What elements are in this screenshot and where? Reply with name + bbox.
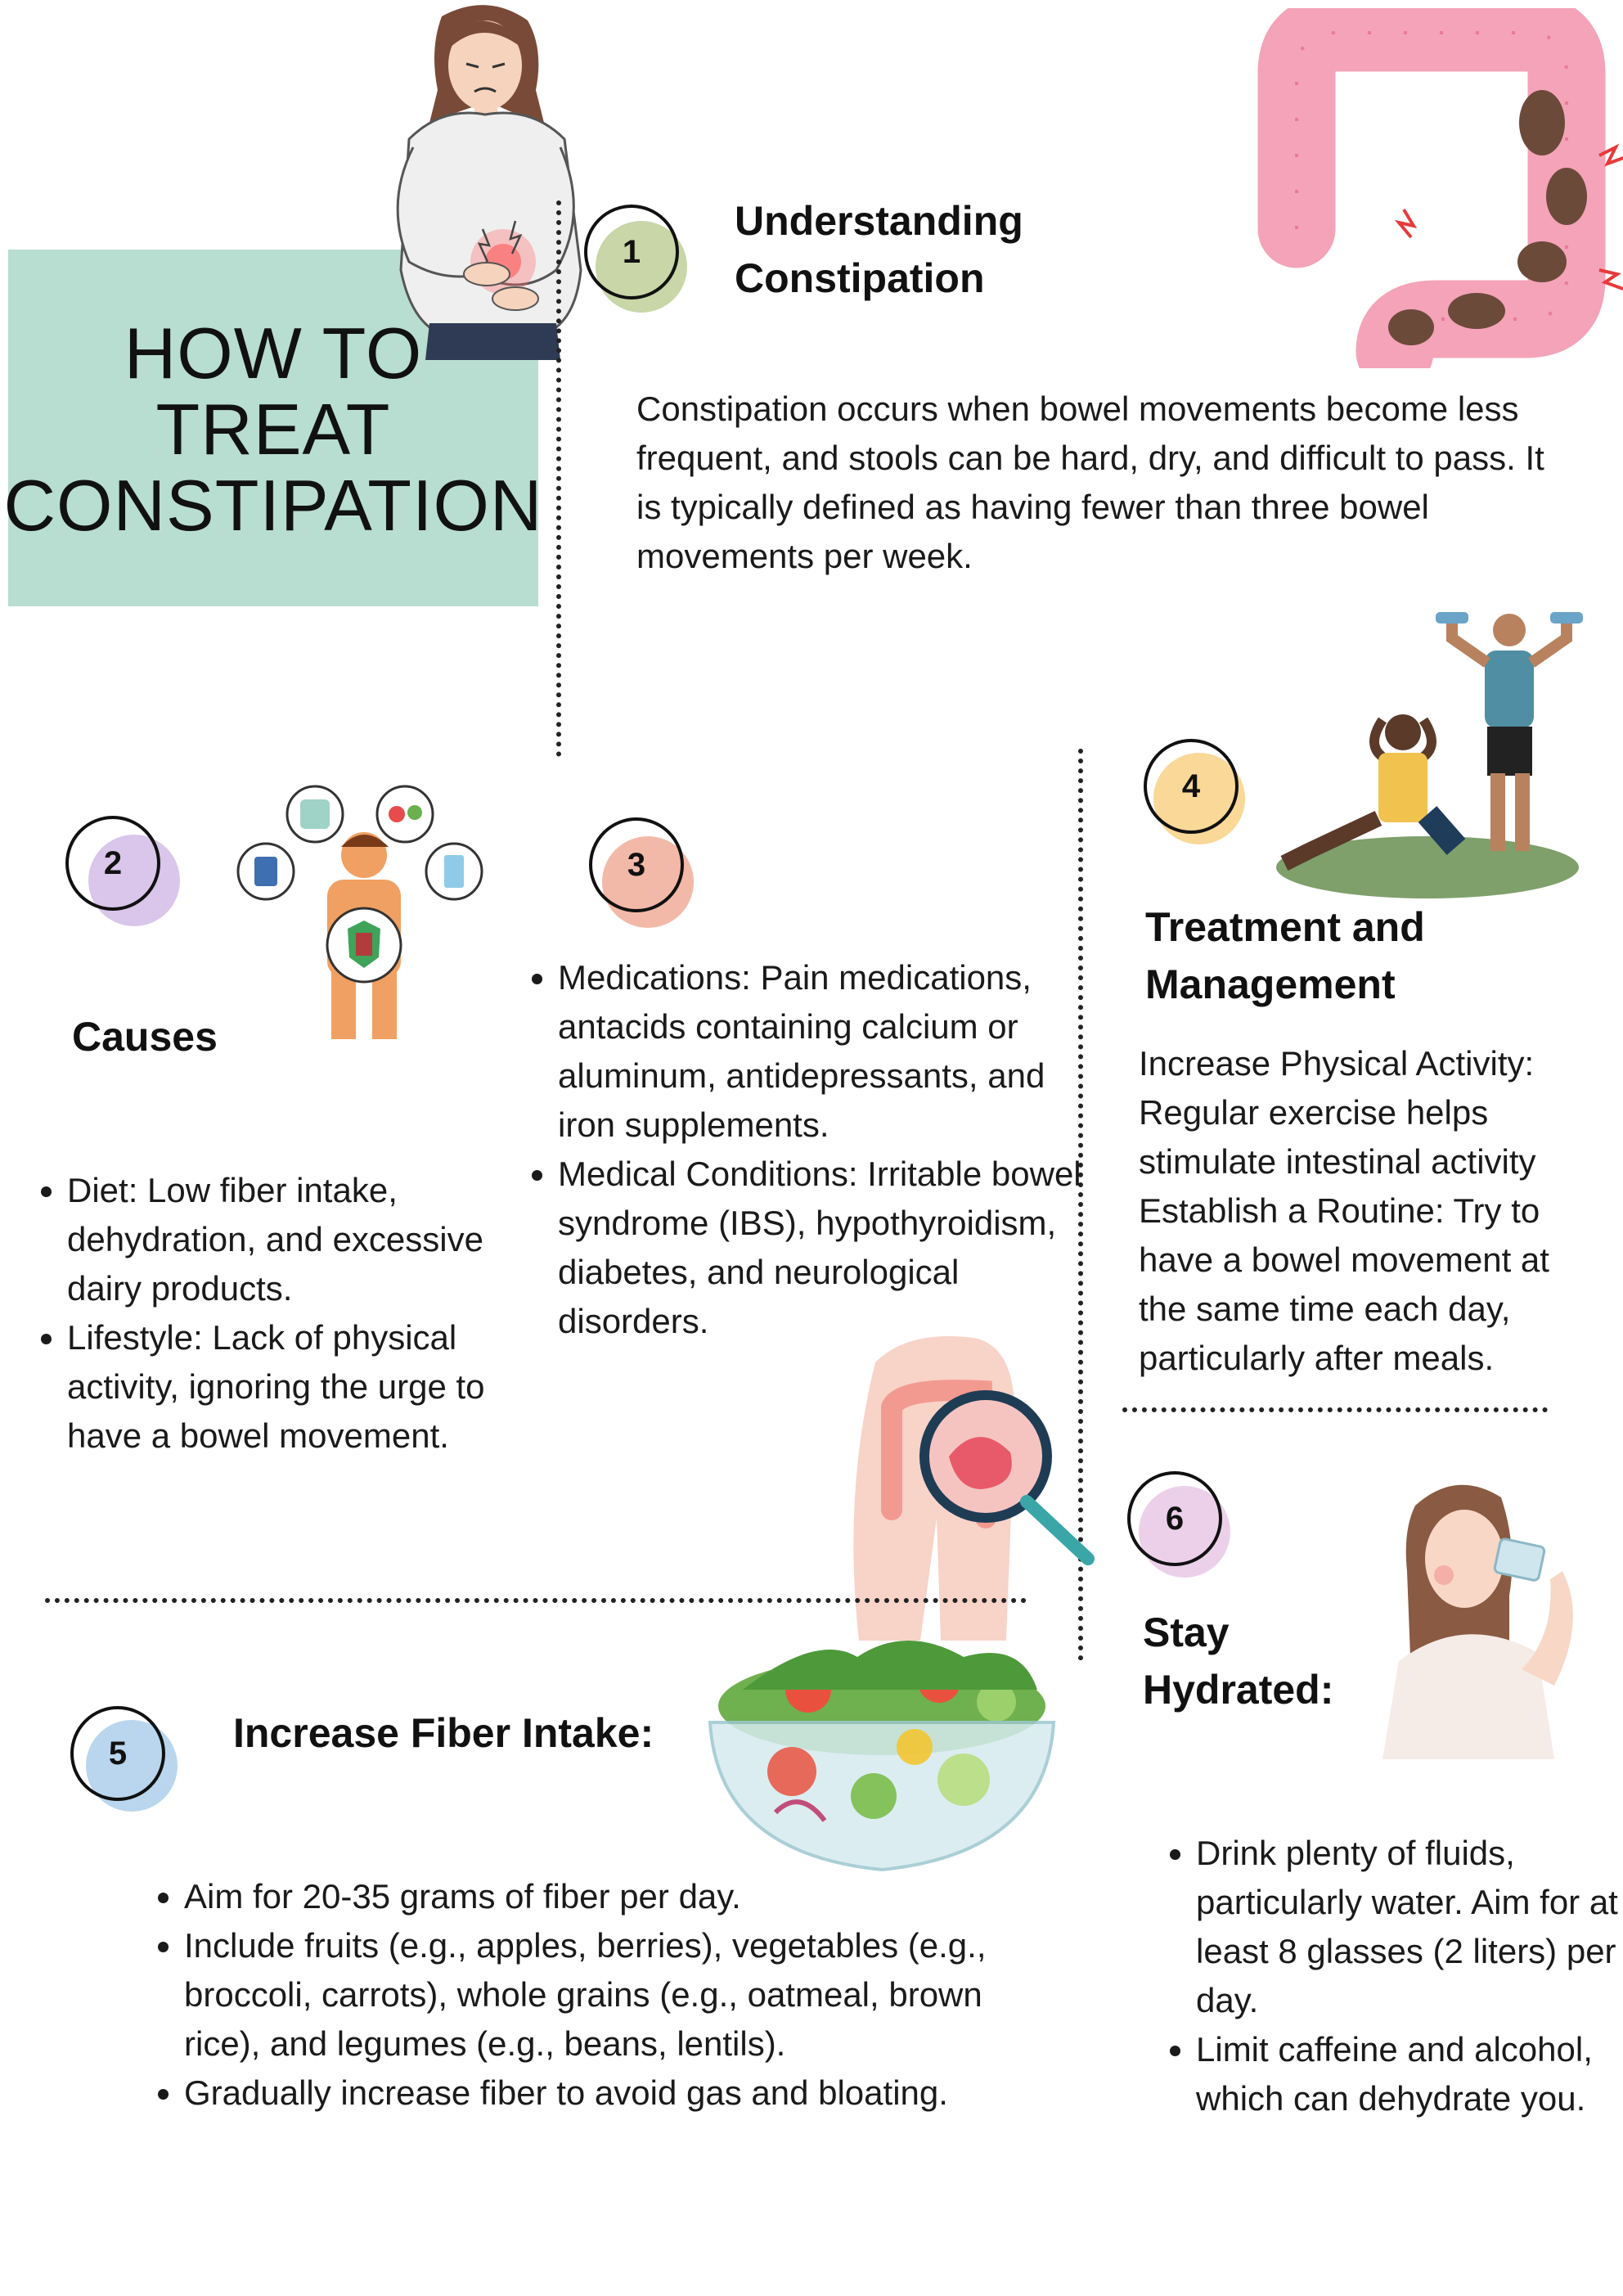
section-5-heading: Increase Fiber Intake: [233, 1710, 654, 1756]
title-line-2: TREAT [155, 389, 391, 470]
section-5-list: Aim for 20-35 grams of fiber per day. In… [151, 1872, 1027, 2118]
page-title: HOW TO TREAT CONSTIPATION [0, 315, 546, 543]
woman-stomach-pain-illustration [396, 5, 582, 360]
section-1-body: Constipation occurs when bowel movements… [636, 389, 1544, 575]
number-circle-4: 4 [1144, 739, 1239, 834]
people-exercising-illustration [1276, 612, 1583, 898]
section-2-heading: Causes [72, 1014, 218, 1060]
number-circle-5: 5 [70, 1706, 165, 1801]
number-circle-6: 6 [1127, 1471, 1222, 1566]
divider-vertical-top [556, 200, 561, 757]
section-6-heading: Stay Hydrated: [1143, 1609, 1334, 1713]
section-1-heading: Understanding Constipation [735, 198, 1023, 301]
list-item: Gradually increase fiber to avoid gas an… [184, 2069, 1027, 2118]
section-4-body: Increase Physical Activity: Regular exer… [1139, 1044, 1549, 1377]
divider-horizontal-left [45, 1598, 1027, 1603]
list-item: Drink plenty of fluids, particularly wat… [1196, 1829, 1621, 2025]
list-item: Limit caffeine and alcohol, which can de… [1196, 2025, 1621, 2123]
boy-gut-health-illustration [236, 785, 483, 1039]
title-line-3: CONSTIPATION [3, 465, 543, 546]
section-3-list: Medications: Pain medications, antacids … [525, 953, 1081, 1346]
title-line-1: HOW TO [124, 313, 423, 394]
list-item: Diet: Low fiber intake, dehydration, and… [67, 1166, 542, 1313]
list-item: Lifestyle: Lack of physical activity, ig… [67, 1313, 542, 1461]
woman-drinking-water-illustration [1382, 1484, 1573, 1759]
divider-horizontal-right [1122, 1407, 1548, 1412]
colon-magnifier-illustration [853, 1336, 1095, 1641]
salad-bowl-illustration [708, 1641, 1056, 1872]
list-item: Include fruits (e.g., apples, berries), … [184, 1921, 1027, 2069]
list-item: Medical Conditions: Irritable bowel synd… [558, 1150, 1081, 1346]
section-6-list: Drink plenty of fluids, particularly wat… [1163, 1829, 1621, 2123]
divider-vertical-right [1078, 749, 1083, 1661]
list-item: Aim for 20-35 grams of fiber per day. [184, 1872, 1027, 1921]
list-item: Medications: Pain medications, antacids … [558, 953, 1081, 1150]
number-circle-2: 2 [65, 816, 160, 911]
number-circle-1: 1 [584, 205, 679, 299]
section-2-list: Diet: Low fiber intake, dehydration, and… [34, 1166, 542, 1461]
colon-illustration [1257, 8, 1623, 368]
number-circle-3: 3 [589, 817, 684, 912]
section-4-heading: Treatment and Management [1145, 904, 1425, 1007]
